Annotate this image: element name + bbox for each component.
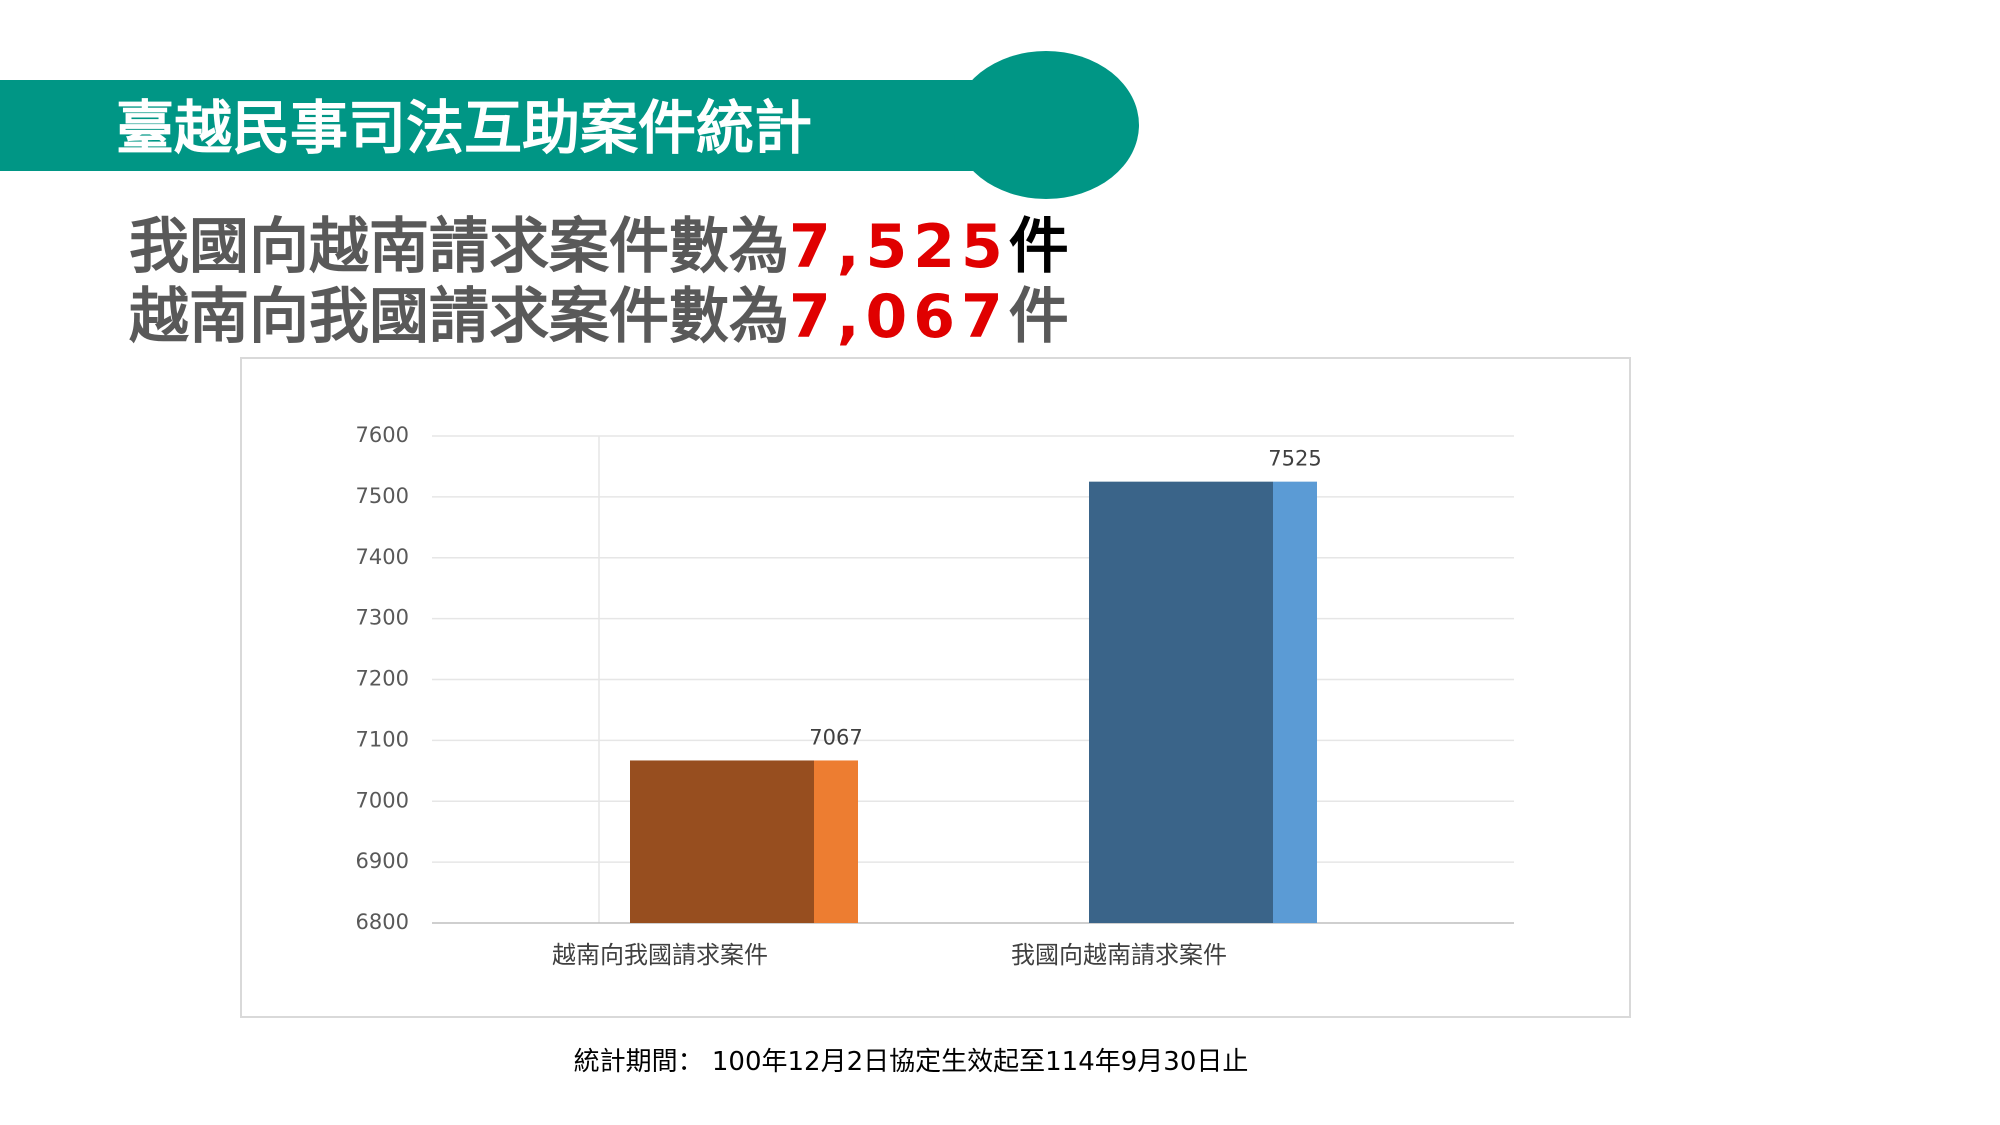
y-tick-label: 6800 [356,910,409,934]
data-label: 7067 [809,725,862,749]
y-tick-label: 6900 [356,849,409,873]
headline-number: 7,067 [789,282,1009,352]
banner-ellipse [953,51,1139,199]
y-tick-label: 7500 [356,484,409,508]
x-tick-label: 我國向越南請求案件 [1011,941,1227,969]
title-banner [0,80,1040,171]
y-tick-label: 7000 [356,788,409,812]
headline: 越南向我國請求案件數為7,067件 [129,282,1069,352]
headline-text: 我國向越南請求案件數為 [129,212,789,282]
y-tick-label: 7100 [356,727,409,751]
footer-note: 統計期間： 100年12月2日協定生效起至114年9月30日止 [574,1047,1249,1077]
headline-unit: 件 [1009,212,1069,282]
y-tick-label: 7200 [356,667,409,691]
bar-side [814,760,858,923]
data-label: 7525 [1268,447,1321,471]
headline-number: 7,525 [789,212,1009,282]
chart-frame [240,357,1631,1018]
bar [1089,481,1273,923]
headline: 我國向越南請求案件數為7,525件 [129,212,1069,282]
x-tick-label: 越南向我國請求案件 [552,941,768,969]
headline-text: 越南向我國請求案件數為 [129,282,789,352]
chart: 6800 6900 7000 7100 7200 7300 7400 7500 7600 越南向我… [356,423,1514,969]
y-tick-label: 7600 [356,423,409,447]
slide-title: 臺越民事司法互助案件統計 [116,94,812,162]
y-tick-label: 7300 [356,606,409,630]
y-tick-label: 7400 [356,545,409,569]
headline-unit: 件 [1009,282,1069,352]
bar [630,760,814,923]
bar-side [1273,481,1317,923]
